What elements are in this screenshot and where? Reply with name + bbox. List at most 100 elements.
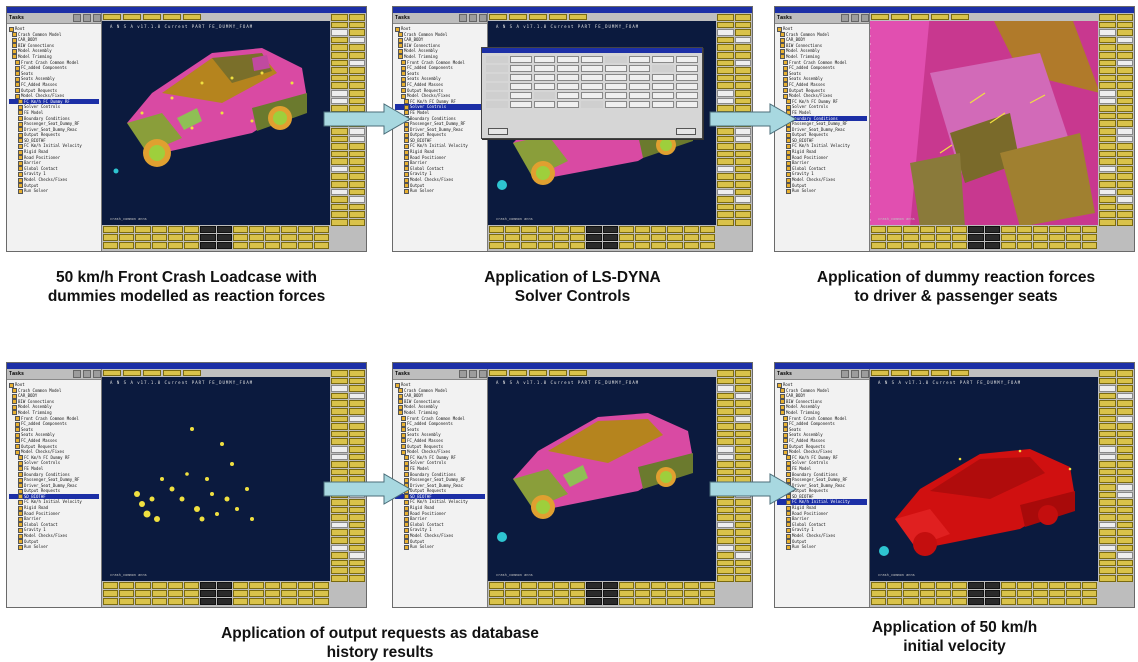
bottom-button[interactable] [634, 242, 651, 249]
side-button[interactable] [1116, 82, 1133, 89]
bottom-button[interactable] [651, 234, 667, 241]
menu-button[interactable] [183, 14, 201, 20]
tree-item[interactable]: Output Requests [9, 488, 99, 494]
bottom-button[interactable] [903, 234, 919, 241]
bottom-button[interactable] [265, 598, 281, 605]
ok-button[interactable] [488, 128, 508, 135]
tree-item[interactable]: Global Contact [395, 522, 485, 528]
tree-item[interactable]: Model Checks/Fixes [395, 533, 485, 539]
bottom-button[interactable] [618, 590, 634, 597]
bottom-button[interactable] [151, 226, 167, 233]
tree-item[interactable]: Boundary Conditions [9, 116, 99, 122]
side-button[interactable] [717, 559, 734, 567]
tree-item[interactable]: FC Km/h FC Dummy RF [395, 455, 485, 461]
bottom-button[interactable] [586, 598, 602, 605]
bottom-button[interactable] [1000, 582, 1016, 589]
bottom-button[interactable] [1065, 242, 1081, 249]
bottom-button[interactable] [1016, 582, 1033, 589]
bottom-button[interactable] [935, 242, 952, 249]
control-field[interactable] [676, 56, 698, 63]
side-button[interactable] [331, 188, 348, 196]
side-button[interactable] [1099, 219, 1116, 226]
side-button[interactable] [734, 150, 751, 158]
side-button[interactable] [1116, 423, 1133, 430]
side-button[interactable] [734, 385, 751, 392]
side-button[interactable] [331, 51, 348, 59]
side-button[interactable] [717, 400, 734, 407]
side-button[interactable] [1099, 415, 1116, 423]
bottom-button[interactable] [167, 234, 184, 241]
side-button[interactable] [1116, 51, 1133, 59]
side-button[interactable] [331, 575, 348, 582]
control-field[interactable] [509, 83, 532, 90]
side-button[interactable] [734, 21, 751, 29]
bottom-button[interactable] [281, 582, 297, 589]
bottom-button[interactable] [521, 234, 537, 241]
side-button[interactable] [1099, 150, 1116, 158]
tree-item[interactable]: FC Km/h Initial Velocity [395, 143, 485, 149]
tree-item[interactable]: Driver_Seat_Dummy_Reac [395, 127, 485, 133]
side-button[interactable] [717, 203, 734, 211]
menu-button[interactable] [489, 14, 507, 20]
side-button[interactable] [331, 219, 348, 226]
side-button[interactable] [1099, 453, 1116, 461]
tree-item[interactable]: FE Model [9, 466, 99, 472]
bottom-button[interactable] [968, 598, 984, 605]
side-button[interactable] [1116, 74, 1133, 82]
bottom-button[interactable] [1016, 242, 1033, 249]
side-button[interactable] [348, 407, 365, 415]
bottom-button[interactable] [1065, 598, 1081, 605]
side-button[interactable] [717, 575, 734, 582]
control-field[interactable] [628, 92, 651, 99]
tree-item[interactable]: Driver_Seat_Dummy_Reac [777, 127, 867, 133]
side-button[interactable] [331, 438, 348, 445]
bottom-button[interactable] [968, 590, 984, 597]
side-button[interactable] [717, 143, 734, 150]
side-button[interactable] [348, 370, 365, 377]
bottom-button[interactable] [618, 226, 634, 233]
side-button[interactable] [734, 105, 751, 112]
bottom-button[interactable] [248, 242, 265, 249]
bottom-button[interactable] [135, 582, 151, 589]
bottom-button[interactable] [184, 598, 200, 605]
bottom-button[interactable] [265, 242, 281, 249]
control-field[interactable] [557, 65, 580, 72]
bottom-button[interactable] [699, 226, 715, 233]
side-button[interactable] [348, 150, 365, 158]
tree-item[interactable]: FE Model [395, 110, 485, 116]
side-button[interactable] [331, 529, 348, 537]
side-button[interactable] [1099, 392, 1116, 400]
tree-item[interactable]: SD_BIOTHF [395, 138, 485, 144]
side-button[interactable] [348, 559, 365, 567]
side-button[interactable] [348, 188, 365, 196]
tree-item[interactable]: FC_added Components [395, 421, 485, 427]
control-field[interactable] [581, 56, 603, 63]
tree-item[interactable]: Model Assembly [395, 404, 485, 410]
bottom-button[interactable] [1081, 234, 1097, 241]
bottom-button[interactable] [651, 598, 667, 605]
bottom-button[interactable] [887, 226, 903, 233]
side-button[interactable] [1099, 400, 1116, 407]
tree-item[interactable]: Model Checks/Fixes [395, 177, 485, 183]
side-button[interactable] [348, 44, 365, 51]
bottom-button[interactable] [313, 590, 329, 597]
graphics-viewport[interactable]: A N S A v17.1.0 Current PART FE_DUMMY_FO… [488, 369, 716, 581]
side-button[interactable] [1116, 400, 1133, 407]
bottom-button[interactable] [151, 582, 167, 589]
side-button[interactable] [734, 537, 751, 544]
side-button[interactable] [717, 392, 734, 400]
control-field[interactable] [557, 74, 580, 81]
control-field[interactable] [533, 83, 556, 90]
tree-item[interactable]: Front Crash Common Model [9, 60, 99, 66]
side-button[interactable] [717, 438, 734, 445]
side-button[interactable] [1116, 377, 1133, 385]
control-field[interactable] [581, 74, 603, 81]
tree-item[interactable]: Front Crash Common Model [395, 416, 485, 422]
menu-button[interactable] [163, 14, 181, 20]
toolbar-icon[interactable] [861, 370, 869, 378]
bottom-button[interactable] [313, 598, 329, 605]
bottom-button[interactable] [667, 598, 683, 605]
bottom-button[interactable] [119, 598, 135, 605]
bottom-button[interactable] [119, 582, 135, 589]
tree-item[interactable]: BIW Connections [395, 399, 485, 405]
